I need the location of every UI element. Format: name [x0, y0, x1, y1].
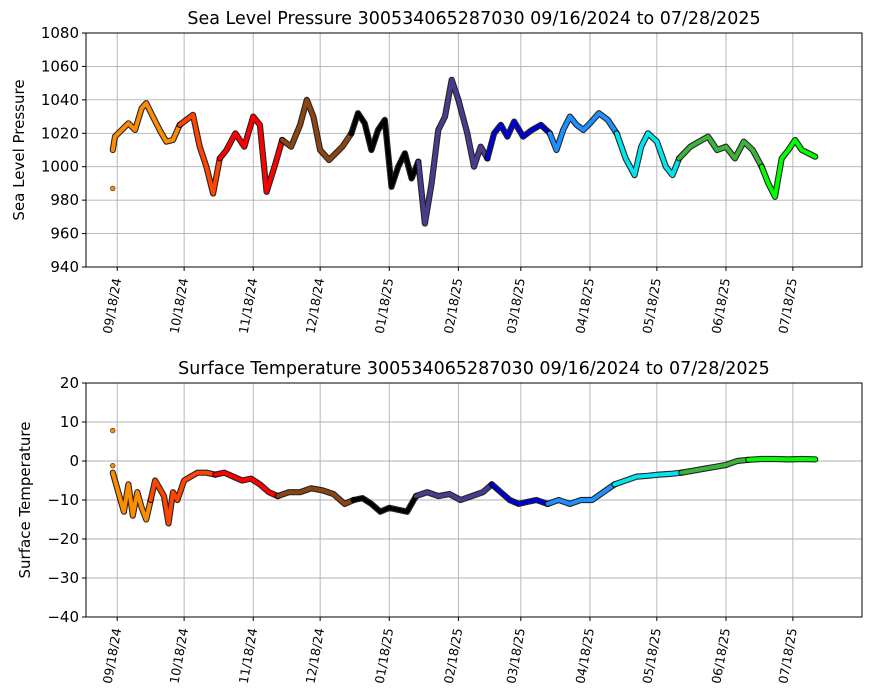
x-tick-label: 03/18/25 [503, 627, 528, 685]
series-line-10 [677, 134, 764, 169]
y-tick-label: −30 [47, 569, 79, 587]
series-line-3 [217, 114, 285, 194]
series-line-5 [349, 111, 421, 189]
chart-panel-1: 940 960 980 1000 1020 1040 1060 1080 09/18/24 10/… [10, 9, 863, 335]
series-line-5 [351, 494, 418, 514]
series-line-1 [110, 101, 182, 152]
x-tick-label: 05/18/25 [639, 277, 664, 335]
y-tick-label: −10 [47, 491, 79, 509]
chart-title: Surface Temperature 300534065287030 09/1… [178, 359, 770, 379]
y-tick-label: 10 [60, 413, 79, 431]
x-tick-label: 03/18/25 [503, 277, 528, 335]
series-line-7 [485, 119, 552, 161]
y-tick-label: 20 [60, 374, 79, 392]
plot-area [86, 33, 862, 267]
series-line-8 [547, 111, 619, 152]
y-tick-label: 960 [50, 225, 79, 243]
y-tick-label: −40 [47, 608, 79, 626]
series-line-8 [545, 482, 617, 506]
y-tick-label: 980 [50, 191, 79, 209]
series-line-10 [679, 457, 751, 475]
chart-title: Sea Level Pressure 300534065287030 09/16… [187, 9, 760, 29]
chart-panel-2: −40 −30 −20 −10 0 10 20 09/18/24 10/18/24 11/18/2… [16, 359, 863, 685]
x-tick-label: 02/18/25 [441, 627, 466, 685]
x-tick-label: 04/18/25 [572, 277, 597, 335]
data-point [110, 185, 116, 192]
x-tick-label: 09/18/24 [100, 277, 125, 335]
x-tick-label: 10/18/24 [167, 627, 192, 685]
plot-frame [85, 32, 863, 268]
series-line-4 [280, 97, 354, 162]
x-tick-label: 12/18/24 [303, 627, 328, 685]
x-tick-label: 10/18/24 [167, 277, 192, 335]
x-tick-label: 01/18/25 [372, 277, 397, 335]
y-tick-label: 1080 [41, 24, 79, 42]
series-line-9 [614, 131, 682, 178]
series-line-2 [148, 470, 218, 526]
y-tick-label: 1060 [41, 57, 79, 75]
series-line-11 [746, 457, 818, 462]
series-line-1 [110, 470, 153, 522]
y-tick-label: 1000 [41, 158, 79, 176]
x-tick-label: 12/18/24 [303, 277, 328, 335]
data-point [110, 427, 116, 434]
series-line-6 [414, 482, 494, 502]
y-tick-label: 1040 [41, 91, 79, 109]
x-tick-label: 07/18/25 [775, 627, 800, 685]
series-line-9 [612, 470, 684, 487]
y-tick-label: 940 [50, 258, 79, 276]
series-line-3 [213, 470, 280, 499]
x-tick-label: 05/18/25 [639, 627, 664, 685]
y-axis-label: Surface Temperature [16, 422, 34, 579]
x-tick-label: 11/18/24 [236, 277, 261, 335]
series-line-11 [759, 138, 818, 199]
series-line-7 [489, 482, 550, 506]
x-tick-label: 02/18/25 [441, 277, 466, 335]
x-tick-label: 06/18/25 [708, 627, 733, 685]
y-axis-label: Sea Level Pressure [10, 79, 28, 220]
x-tick-label: 11/18/24 [236, 627, 261, 685]
plot-frame [85, 382, 863, 618]
y-tick-label: 0 [69, 452, 79, 470]
x-tick-label: 07/18/25 [775, 277, 800, 335]
series-line-2 [177, 112, 222, 196]
series-line-6 [416, 77, 490, 226]
x-tick-label: 04/18/25 [572, 627, 597, 685]
x-tick-label: 01/18/25 [372, 627, 397, 685]
y-tick-label: 1020 [41, 124, 79, 142]
series-line-4 [275, 486, 356, 506]
x-tick-label: 09/18/24 [100, 627, 125, 685]
y-tick-label: −20 [47, 530, 79, 548]
data-point [110, 462, 116, 469]
x-tick-label: 06/18/25 [708, 277, 733, 335]
